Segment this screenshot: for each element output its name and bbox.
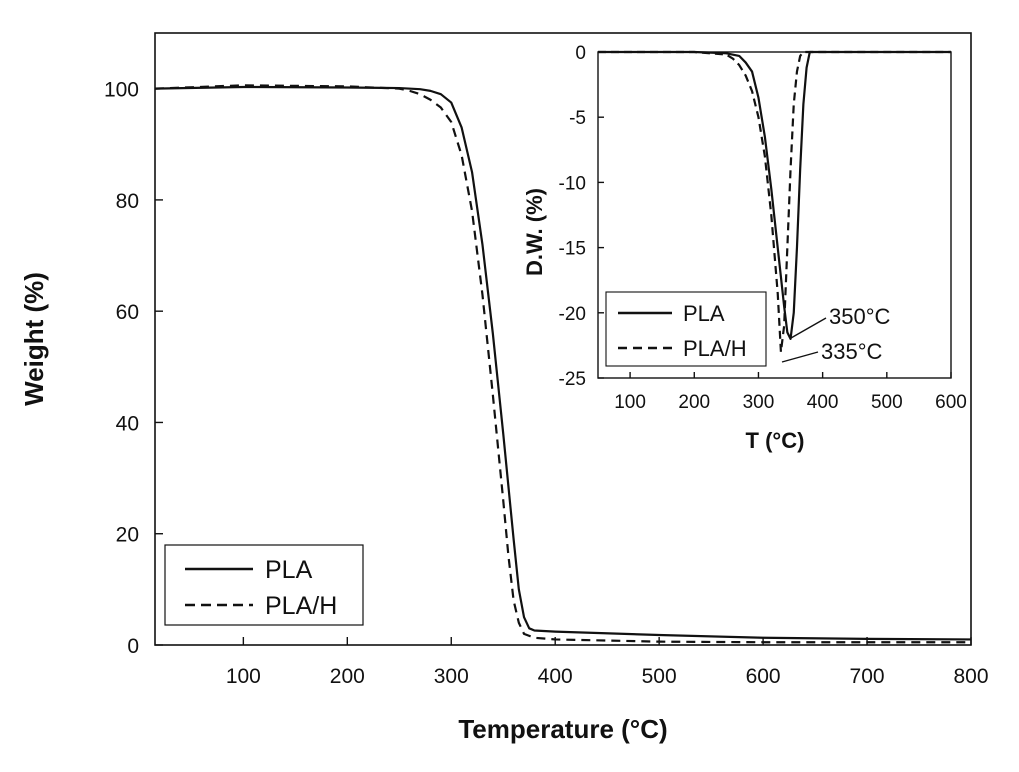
inset-series-pla-line (598, 50, 951, 340)
inset-xtick-label: 300 (743, 392, 775, 413)
inset-legend-plah-label: PLA/H (683, 336, 747, 361)
inset-plot-frame (597, 51, 952, 379)
main-ytick-label: 0 (127, 635, 139, 658)
main-xtick-label: 700 (850, 665, 885, 688)
inset-axis-ticks: 100 200 300 400 500 600 0 -5 -10 -15 -20 -25 (559, 43, 967, 413)
annotation-350-leader (790, 317, 827, 339)
main-ytick-label: 80 (116, 190, 139, 213)
main-legend-plah-label: PLA/H (265, 592, 337, 620)
annotation-350-label: 350°C (829, 304, 891, 329)
main-series-pla-line (154, 85, 972, 641)
main-ytick-label: 60 (116, 301, 139, 324)
inset-legend-pla-label: PLA (683, 301, 725, 326)
main-xtick-label: 300 (434, 665, 469, 688)
main-xtick-label: 200 (330, 665, 365, 688)
inset-ytick-label: -25 (559, 369, 586, 390)
inset-xtick-label: 600 (935, 392, 967, 413)
main-xtick-label: 400 (538, 665, 573, 688)
main-legend-box (164, 544, 364, 626)
main-plot-frame (154, 32, 972, 646)
main-series-plah-line (154, 84, 971, 644)
inset-xtick-label: 100 (614, 392, 646, 413)
inset-ytick-label: -20 (559, 304, 586, 325)
annotation-335-leader (781, 351, 819, 363)
inset-ytick-label: 0 (575, 43, 586, 64)
inset-xtick-label: 400 (807, 392, 839, 413)
inset-ytick-label: -10 (559, 173, 586, 194)
main-axis-ticks: 100 200 300 400 500 600 700 800 0 20 40 60 80 100 (104, 79, 989, 688)
main-ytick-label: 100 (104, 79, 139, 102)
main-series-group (154, 84, 972, 644)
main-xtick-label: 800 (953, 665, 988, 688)
inset-legend-box (605, 291, 767, 367)
main-ytick-label: 20 (116, 524, 139, 547)
main-x-axis-title: Temperature (°C) (458, 714, 667, 744)
annotation-335-label: 335°C (821, 339, 883, 364)
inset-xtick-label: 200 (678, 392, 710, 413)
inset-xtick-label: 500 (871, 392, 903, 413)
inset-ytick-label: -5 (569, 108, 586, 129)
main-xtick-label: 600 (746, 665, 781, 688)
inset-background (518, 34, 968, 459)
main-ytick-label: 40 (116, 412, 139, 435)
main-xtick-label: 100 (226, 665, 261, 688)
inset-ytick-label: -15 (559, 239, 586, 260)
main-y-axis-title: Weight (%) (19, 272, 49, 406)
inset-y-axis-title: D.W. (%) (522, 188, 547, 276)
inset-series-plah-line (598, 50, 951, 354)
main-xtick-label: 500 (642, 665, 677, 688)
inset-series-group (598, 50, 951, 354)
inset-x-axis-title: T (°C) (746, 428, 805, 453)
main-legend-pla-label: PLA (265, 556, 313, 584)
